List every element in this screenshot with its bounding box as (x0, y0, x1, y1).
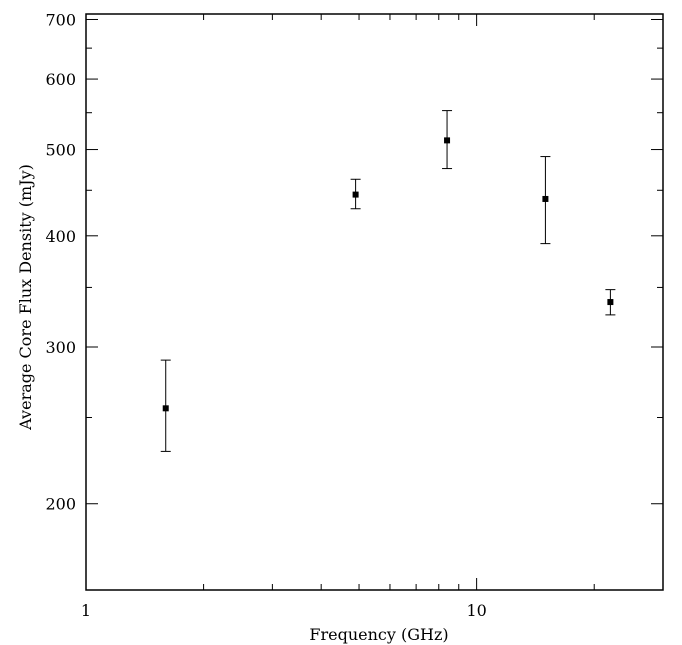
y-tick-label: 200 (45, 495, 76, 514)
y-tick-label: 500 (45, 141, 76, 160)
y-tick-label: 600 (45, 70, 76, 89)
y-axis-label: Average Core Flux Density (mJy) (16, 164, 35, 431)
y-tick-label: 700 (45, 10, 76, 29)
data-point (162, 405, 169, 412)
x-tick-label: 10 (466, 601, 486, 620)
data-marks (160, 110, 616, 452)
y-tick-label: 300 (45, 338, 76, 357)
axis-tick-labels: 1 10 200 300 400 500 600 700 (45, 10, 486, 620)
data-point-group (540, 156, 551, 245)
data-point-group (350, 178, 361, 210)
x-axis-label: Frequency (GHz) (309, 625, 448, 644)
data-point-group (442, 110, 453, 170)
data-point (352, 191, 359, 198)
plot-frame (85, 13, 664, 591)
data-point-group (160, 359, 171, 452)
y-tick-label: 400 (45, 227, 76, 246)
data-point (444, 137, 451, 144)
x-tick-label: 1 (81, 601, 91, 620)
axis-ticks (85, 14, 664, 590)
data-point (607, 299, 614, 306)
data-point-group (605, 289, 616, 316)
data-point (542, 195, 549, 202)
